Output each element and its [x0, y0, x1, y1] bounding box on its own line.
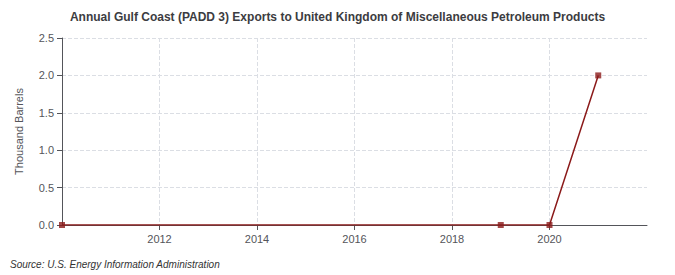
svg-text:2020: 2020	[537, 233, 561, 245]
svg-text:1.0: 1.0	[39, 144, 54, 156]
svg-text:2014: 2014	[245, 233, 269, 245]
svg-text:2012: 2012	[147, 233, 171, 245]
svg-text:2018: 2018	[440, 233, 464, 245]
svg-text:2016: 2016	[342, 233, 366, 245]
svg-text:Annual Gulf Coast (PADD 3) Exp: Annual Gulf Coast (PADD 3) Exports to Un…	[70, 10, 605, 24]
svg-text:Thousand Barrels: Thousand Barrels	[13, 88, 25, 175]
svg-text:0.0: 0.0	[39, 219, 54, 231]
svg-text:0.5: 0.5	[39, 182, 54, 194]
svg-text:2.5: 2.5	[39, 32, 54, 44]
svg-text:Source: U.S. Energy Informatio: Source: U.S. Energy Information Administ…	[10, 259, 220, 270]
svg-text:1.5: 1.5	[39, 107, 54, 119]
svg-text:2.0: 2.0	[39, 69, 54, 81]
